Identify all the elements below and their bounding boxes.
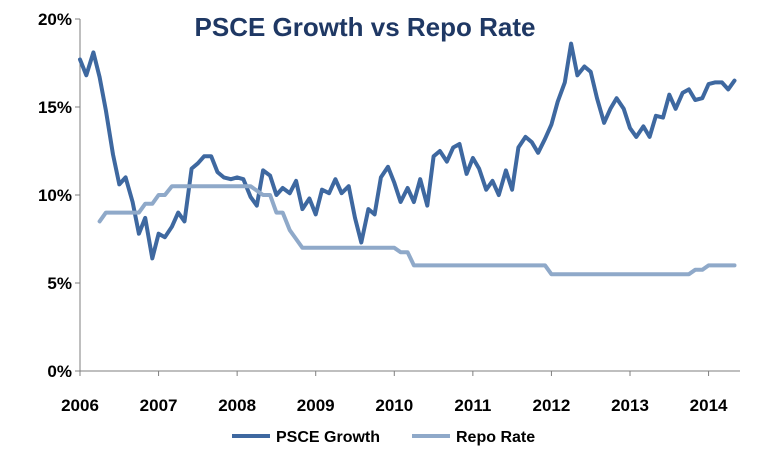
series-lines bbox=[78, 41, 737, 277]
x-tick-label: 2010 bbox=[375, 396, 413, 415]
x-tick-label: 2013 bbox=[611, 396, 649, 415]
y-axis-ticks: 0% 5% 10% 15% 20% bbox=[38, 10, 80, 381]
series-line-repo-rate bbox=[97, 184, 737, 277]
y-tick-label: 20% bbox=[38, 10, 72, 29]
x-tick-label: 2014 bbox=[690, 396, 728, 415]
legend-label-repo-rate: Repo Rate bbox=[456, 429, 535, 446]
x-tick-label: 2008 bbox=[218, 396, 256, 415]
legend-label-psce-growth: PSCE Growth bbox=[276, 429, 380, 446]
x-tick-label: 2011 bbox=[454, 396, 491, 415]
y-tick-label: 5% bbox=[47, 274, 72, 293]
y-tick-label: 0% bbox=[47, 362, 72, 381]
x-tick-label: 2009 bbox=[297, 396, 335, 415]
chart-title: PSCE Growth vs Repo Rate bbox=[195, 12, 536, 42]
x-tick-label: 2012 bbox=[533, 396, 571, 415]
series-line-psce-growth bbox=[78, 41, 737, 261]
legend: PSCE Growth Repo Rate bbox=[232, 429, 535, 446]
y-tick-label: 10% bbox=[38, 186, 72, 205]
x-axis-ticks: 2006 2007 2008 2009 2010 2011 2012 2013 2014 bbox=[61, 371, 728, 415]
y-tick-label: 15% bbox=[38, 98, 72, 117]
x-tick-label: 2007 bbox=[140, 396, 178, 415]
x-tick-label: 2006 bbox=[61, 396, 99, 415]
